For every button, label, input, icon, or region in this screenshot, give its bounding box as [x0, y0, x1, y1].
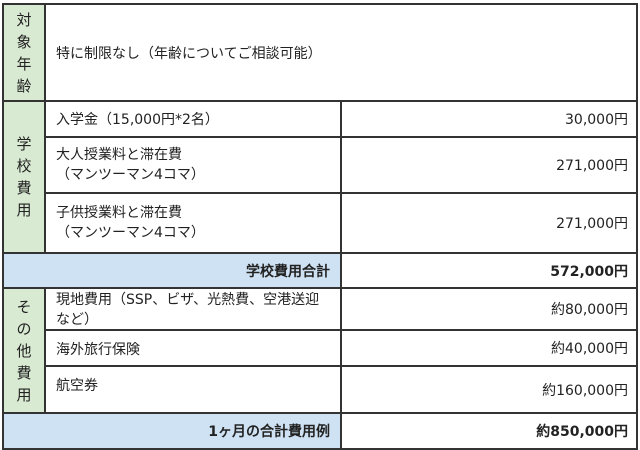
item-label: 大人授業料と滞在費 （マンツーマン4コマ） — [44, 136, 342, 194]
table-row: 学校費用 入学金（15,000円*2名） 30,000円 — [2, 100, 638, 254]
item-value: 約40,000円 — [340, 329, 638, 367]
category-age-label: 対象年齢 — [16, 10, 32, 95]
item-label: 海外旅行保険 — [44, 329, 342, 367]
item-value: 271,000円 — [340, 136, 638, 194]
age-text: 特に制限なし（年齢についてご相談可能） — [44, 3, 638, 102]
item-value: 30,000円 — [340, 100, 638, 138]
total-label: 1ヶ月の合計費用例 — [2, 412, 342, 450]
item-label: 入学金（15,000円*2名） — [44, 100, 342, 138]
total-value: 約850,000円 — [340, 412, 638, 450]
item-value: 約160,000円 — [340, 365, 638, 414]
subtotal-value: 572,000円 — [340, 252, 638, 289]
item-value: 約80,000円 — [340, 287, 638, 331]
total-row: 1ヶ月の合計費用例 約850,000円 — [2, 412, 638, 450]
cost-table: 対象年齢 特に制限なし（年齢についてご相談可能） 学校費用 入学金（15,000… — [2, 3, 638, 450]
item-label: 現地費用（SSP、ビザ、光熱費、空港送迎など） — [44, 287, 342, 331]
item-value: 271,000円 — [340, 192, 638, 254]
table-row: 航空券 約160,000円 — [3, 365, 638, 414]
table-row: 海外旅行保険 約40,000円 — [3, 329, 638, 367]
item-label: 航空券 — [44, 365, 342, 414]
category-school: 学校費用 — [2, 100, 46, 254]
category-other: その他費用 — [2, 287, 46, 414]
table-row: その他費用 現地費用（SSP、ビザ、光熱費、空港送迎など） 約80,000円 — [2, 287, 638, 414]
subtotal-label: 学校費用合計 — [2, 252, 342, 289]
category-age: 対象年齢 — [2, 3, 46, 102]
table-row: 大人授業料と滞在費 （マンツーマン4コマ） 271,000円 — [3, 136, 638, 194]
table-row: 子供授業料と滞在費 （マンツーマン4コマ） 271,000円 — [3, 192, 638, 254]
table-row-age: 対象年齢 特に制限なし（年齢についてご相談可能） — [2, 3, 638, 102]
item-label: 子供授業料と滞在費 （マンツーマン4コマ） — [44, 192, 342, 254]
subtotal-row: 学校費用合計 572,000円 — [2, 252, 638, 289]
